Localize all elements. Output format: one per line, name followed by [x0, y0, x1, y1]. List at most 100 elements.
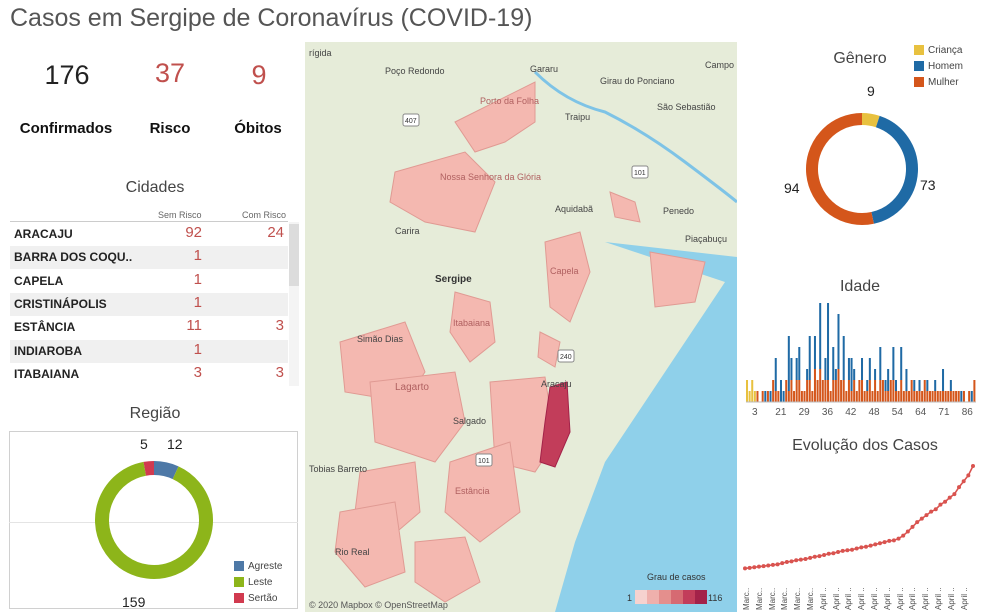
idade-bar-homem[interactable]	[960, 391, 963, 402]
idade-bar-mulher[interactable]	[840, 380, 843, 402]
idade-bar-homem[interactable]	[905, 369, 908, 391]
evolucao-point[interactable]	[766, 563, 771, 568]
idade-bar-mulher[interactable]	[918, 391, 921, 402]
idade-bar-mulher[interactable]	[850, 391, 853, 402]
regiao-slice-leste[interactable]	[95, 461, 213, 579]
evolucao-point[interactable]	[901, 533, 906, 538]
evolucao-point[interactable]	[752, 565, 757, 570]
idade-bar-mulher[interactable]	[761, 391, 764, 402]
idade-bar-mulher[interactable]	[790, 380, 793, 402]
genero-slice-mulher[interactable]	[806, 113, 874, 225]
idade-bar-crianca[interactable]	[748, 391, 751, 402]
idade-bar-homem[interactable]	[918, 380, 921, 391]
idade-bar-mulher[interactable]	[889, 380, 892, 402]
idade-bar-mulher[interactable]	[855, 391, 858, 402]
evolucao-point[interactable]	[808, 555, 813, 560]
idade-bar-homem[interactable]	[798, 347, 801, 380]
idade-bar-mulher[interactable]	[785, 380, 788, 402]
sergipe-map[interactable]: rígida Poço Redondo Porto da Folha Garar…	[305, 42, 737, 612]
idade-bar-mulher[interactable]	[936, 391, 939, 402]
idade-bar-homem[interactable]	[868, 358, 871, 380]
evolucao-point[interactable]	[943, 499, 948, 504]
idade-bar-mulher[interactable]	[955, 391, 958, 402]
evolucao-point[interactable]	[924, 513, 929, 518]
evolucao-point[interactable]	[836, 550, 841, 555]
evolucao-point[interactable]	[826, 551, 831, 556]
evolucao-point[interactable]	[882, 540, 887, 545]
idade-bar-mulher[interactable]	[800, 391, 803, 402]
idade-bar-mulher[interactable]	[973, 380, 976, 402]
regiao-slice-agreste[interactable]	[153, 461, 179, 480]
evolucao-point[interactable]	[919, 516, 924, 521]
table-row[interactable]: ARACAJU 92 24	[10, 223, 288, 246]
idade-bar-mulher[interactable]	[824, 380, 827, 402]
cities-scroll-thumb[interactable]	[289, 224, 299, 286]
evolucao-point[interactable]	[743, 566, 747, 571]
evolucao-point[interactable]	[850, 547, 855, 552]
idade-bar-mulher[interactable]	[900, 380, 903, 402]
idade-bar-mulher[interactable]	[832, 380, 835, 402]
idade-bar-mulher[interactable]	[772, 380, 775, 402]
idade-bar-homem[interactable]	[913, 380, 916, 391]
evolucao-point[interactable]	[873, 542, 878, 547]
evolucao-point[interactable]	[812, 554, 817, 559]
table-row[interactable]: ITABAIANA 3 3	[10, 363, 288, 386]
idade-bar-homem[interactable]	[942, 369, 945, 391]
idade-bar-crianca[interactable]	[751, 380, 754, 402]
idade-bar-homem[interactable]	[874, 369, 877, 380]
evolucao-point[interactable]	[822, 552, 827, 557]
idade-bar-homem[interactable]	[892, 347, 895, 380]
idade-bar-homem[interactable]	[949, 380, 952, 391]
evolucao-point[interactable]	[817, 554, 822, 559]
evolucao-point[interactable]	[859, 545, 864, 550]
idade-bar-homem[interactable]	[790, 358, 793, 380]
idade-bar-mulher[interactable]	[795, 380, 798, 402]
idade-bar-mulher[interactable]	[798, 380, 801, 402]
idade-bar-mulher[interactable]	[777, 391, 780, 402]
idade-bar-homem[interactable]	[787, 336, 790, 391]
idade-bar-mulher[interactable]	[952, 391, 955, 402]
evolucao-point[interactable]	[891, 538, 896, 543]
idade-bar-mulher[interactable]	[923, 380, 926, 402]
idade-bar-mulher[interactable]	[861, 380, 864, 402]
evolucao-point[interactable]	[775, 562, 780, 567]
idade-bar-mulher[interactable]	[837, 369, 840, 402]
idade-bar-mulher[interactable]	[793, 391, 796, 402]
idade-bar-homem[interactable]	[934, 380, 937, 391]
idade-bar-homem[interactable]	[806, 369, 809, 380]
genero-slice-crianca[interactable]	[861, 113, 880, 128]
idade-bar-homem[interactable]	[970, 391, 973, 402]
table-row[interactable]: INDIAROBA 1	[10, 339, 288, 363]
evolucao-point[interactable]	[971, 464, 975, 468]
idade-bar-homem[interactable]	[808, 336, 811, 380]
idade-bar-mulher[interactable]	[803, 391, 806, 402]
idade-bar-mulher[interactable]	[816, 380, 819, 402]
evolucao-point[interactable]	[803, 557, 808, 562]
idade-bar-mulher[interactable]	[913, 391, 916, 402]
idade-bar-homem[interactable]	[764, 391, 767, 402]
idade-bar-mulher[interactable]	[915, 391, 918, 402]
idade-bar-mulher[interactable]	[926, 391, 929, 402]
idade-bar-homem[interactable]	[813, 336, 816, 369]
idade-bar-homem[interactable]	[853, 369, 856, 380]
table-row[interactable]: CAPELA 1	[10, 270, 288, 293]
evolucao-point[interactable]	[789, 559, 794, 564]
idade-bar-mulher[interactable]	[827, 380, 830, 402]
idade-bar-homem[interactable]	[884, 380, 887, 391]
idade-bar-mulher[interactable]	[808, 380, 811, 402]
idade-bar-mulher[interactable]	[934, 391, 937, 402]
evolucao-point[interactable]	[756, 564, 761, 569]
idade-bar-crianca[interactable]	[746, 380, 749, 402]
evolucao-point[interactable]	[905, 529, 910, 534]
region-aracaju[interactable]	[539, 381, 571, 468]
idade-bar-mulher[interactable]	[942, 391, 945, 402]
evolucao-point[interactable]	[831, 551, 836, 556]
idade-bar-homem[interactable]	[894, 380, 897, 391]
idade-bar-homem[interactable]	[879, 347, 882, 380]
idade-bar-mulher[interactable]	[910, 380, 913, 402]
genero-slice-homem[interactable]	[871, 115, 918, 224]
idade-bar-mulher[interactable]	[931, 391, 934, 402]
idade-bar-homem[interactable]	[769, 391, 772, 402]
idade-bar-homem[interactable]	[850, 358, 853, 391]
idade-bar-homem[interactable]	[861, 358, 864, 380]
